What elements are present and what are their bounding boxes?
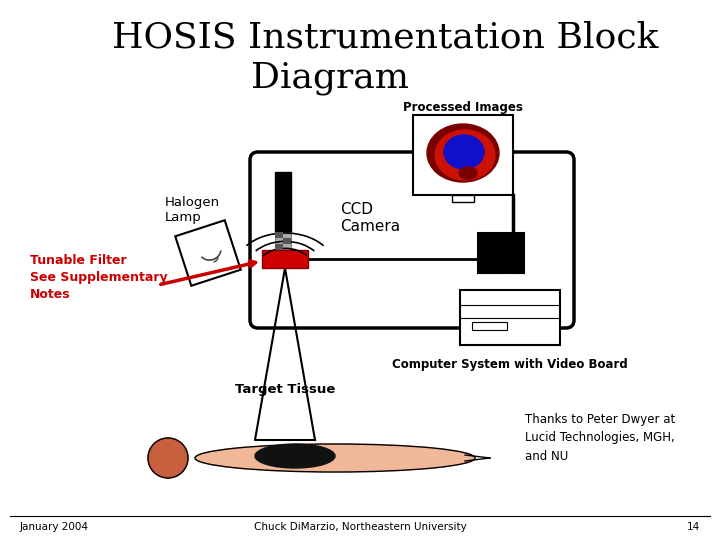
Text: Thanks to Peter Dwyer at
Lucid Technologies, MGH,
and NU: Thanks to Peter Dwyer at Lucid Technolog… [525,414,675,462]
FancyBboxPatch shape [275,244,283,250]
Ellipse shape [427,124,499,182]
FancyBboxPatch shape [460,290,560,345]
Text: 14: 14 [687,522,700,532]
Text: Diagram: Diagram [251,61,409,95]
Ellipse shape [255,444,335,468]
Ellipse shape [435,130,495,180]
Text: HOSIS Instrumentation Block: HOSIS Instrumentation Block [112,21,658,55]
FancyBboxPatch shape [413,115,513,195]
FancyBboxPatch shape [283,238,291,244]
FancyBboxPatch shape [472,322,507,330]
Text: CCD
Camera: CCD Camera [340,202,400,234]
Text: Processed Images: Processed Images [403,102,523,114]
Polygon shape [175,220,240,286]
FancyBboxPatch shape [262,250,308,268]
Text: Chuck DiMarzio, Northeastern University: Chuck DiMarzio, Northeastern University [253,522,467,532]
FancyBboxPatch shape [275,172,291,232]
FancyBboxPatch shape [478,233,524,273]
Text: Computer System with Video Board: Computer System with Video Board [392,358,628,371]
FancyBboxPatch shape [275,232,283,238]
FancyBboxPatch shape [250,152,574,328]
Circle shape [502,275,508,281]
FancyBboxPatch shape [275,232,291,250]
Text: Target Tissue: Target Tissue [235,383,336,396]
Ellipse shape [195,444,475,472]
FancyBboxPatch shape [452,195,474,202]
Text: January 2004: January 2004 [20,522,89,532]
Text: Halogen
Lamp: Halogen Lamp [165,196,220,224]
Ellipse shape [459,167,477,179]
Ellipse shape [444,135,484,169]
Text: Tunable Filter
See Supplementary
Notes: Tunable Filter See Supplementary Notes [30,254,168,301]
Circle shape [148,438,188,478]
